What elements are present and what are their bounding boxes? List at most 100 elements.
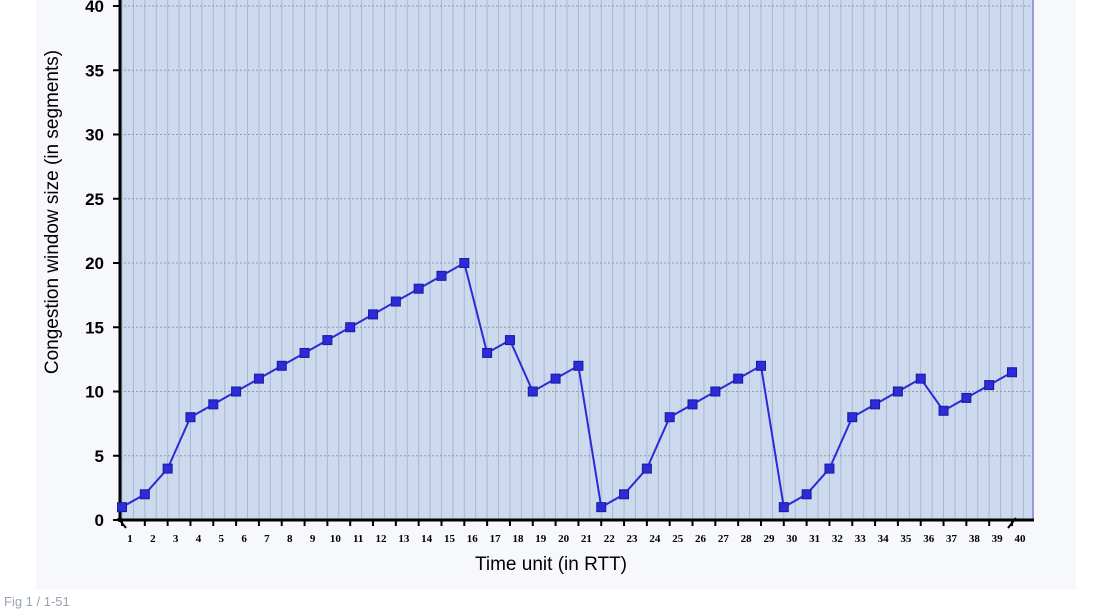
x-tick-label: 3 [173, 533, 179, 545]
y-tick-label: 25 [85, 190, 104, 209]
x-tick-label: 14 [421, 533, 433, 545]
data-point [322, 335, 333, 346]
x-tick-label: 23 [627, 533, 639, 545]
data-point [596, 502, 607, 513]
data-point [870, 399, 881, 410]
data-point [961, 392, 972, 403]
data-point [641, 463, 652, 474]
y-tick-label: 35 [85, 61, 104, 80]
data-point [504, 335, 515, 346]
x-tick-label: 34 [878, 533, 890, 545]
x-axis-end-marker [1007, 517, 1017, 529]
data-point [619, 489, 630, 500]
y-tick-label: 10 [85, 383, 104, 402]
x-tick-label: 31 [809, 533, 820, 545]
y-tick-label: 5 [95, 447, 104, 466]
x-tick-label: 8 [287, 533, 293, 545]
corner-note: Fig 1 / 1-51 [4, 594, 70, 609]
x-tick-label: 13 [398, 533, 410, 545]
data-point [253, 373, 264, 384]
data-point [276, 360, 287, 371]
data-point [527, 386, 538, 397]
data-point [755, 360, 766, 371]
x-tick-label: 18 [512, 533, 524, 545]
data-point [573, 360, 584, 371]
data-point [139, 489, 150, 500]
x-tick-label: 7 [264, 533, 270, 545]
y-tick-label: 20 [85, 254, 104, 273]
x-tick-label: 4 [196, 533, 202, 545]
x-tick-label: 10 [330, 533, 342, 545]
data-point [938, 405, 949, 416]
x-tick-label: 1 [127, 533, 133, 545]
vertical-gridlines [121, 0, 1024, 520]
data-point [231, 386, 242, 397]
data-point [162, 463, 173, 474]
series-layer [117, 258, 1017, 513]
data-point [733, 373, 744, 384]
x-tick-label: 15 [444, 533, 456, 545]
data-point [847, 412, 858, 423]
data-point [1007, 367, 1017, 378]
x-tick-label: 25 [672, 533, 684, 545]
axes [118, 0, 1034, 522]
x-tick-label: 21 [581, 533, 592, 545]
data-point [550, 373, 561, 384]
data-point [915, 373, 926, 384]
x-tick-label: 24 [649, 533, 661, 545]
x-tick-label: 20 [558, 533, 570, 545]
data-point [892, 386, 903, 397]
x-tick-label: 16 [467, 533, 479, 545]
x-tick-label: 28 [741, 533, 753, 545]
horizontal-gridlines [120, 5, 1033, 457]
x-tick-label: 26 [695, 533, 707, 545]
data-point [436, 270, 447, 281]
x-tick-label: 29 [763, 533, 775, 545]
series-line [121, 261, 1013, 509]
data-point [801, 489, 812, 500]
x-tick-label: 12 [376, 533, 388, 545]
data-point [368, 309, 379, 320]
data-point [413, 283, 424, 294]
data-point [664, 412, 675, 423]
x-axis-label: Time unit (in RTT) [475, 554, 627, 575]
x-tick-label: 5 [219, 533, 225, 545]
x-tick-label: 39 [992, 533, 1004, 545]
data-point [185, 412, 196, 423]
x-tick-label: 9 [310, 533, 316, 545]
y-tick-labels: 0 5 10 15 20 25 30 35 40 [85, 0, 120, 530]
data-point [299, 347, 310, 358]
x-tick-label: 11 [353, 533, 363, 545]
data-point [984, 380, 995, 391]
y-tick-label: 40 [85, 0, 104, 16]
data-point [390, 296, 401, 307]
x-tick-label: 2 [150, 533, 156, 545]
y-tick-label: 0 [95, 511, 104, 530]
data-point [778, 502, 789, 513]
data-point [117, 502, 127, 513]
x-tick-label: 30 [786, 533, 798, 545]
x-tick-label: 37 [946, 533, 958, 545]
x-tick-label: 17 [490, 533, 502, 545]
x-tick-label: 36 [923, 533, 935, 545]
y-axis-label: Congestion window size (in segments) [42, 50, 63, 374]
x-tick-label: 19 [535, 533, 547, 545]
data-point [482, 347, 493, 358]
plot-area [120, 0, 1033, 520]
data-point [824, 463, 835, 474]
x-tick-label: 22 [604, 533, 616, 545]
y-tick-label: 15 [85, 318, 104, 337]
data-point [459, 258, 470, 268]
data-point [687, 399, 698, 410]
x-tick-label: 32 [832, 533, 844, 545]
x-tick-label: 27 [718, 533, 730, 545]
x-tick-label: 38 [969, 533, 981, 545]
y-tick-label: 30 [85, 126, 104, 145]
x-tick-label: 33 [855, 533, 867, 545]
x-tick-labels: 1 2 3 4 5 6 7 8 9 10 11 12 13 14 15 16 17 18 19 20 21 22 23 24 2… [117, 517, 1027, 545]
x-tick-label: 40 [1015, 533, 1027, 545]
data-point [345, 322, 356, 333]
x-tick-label: 6 [241, 533, 247, 545]
x-tick-label: 35 [900, 533, 912, 545]
